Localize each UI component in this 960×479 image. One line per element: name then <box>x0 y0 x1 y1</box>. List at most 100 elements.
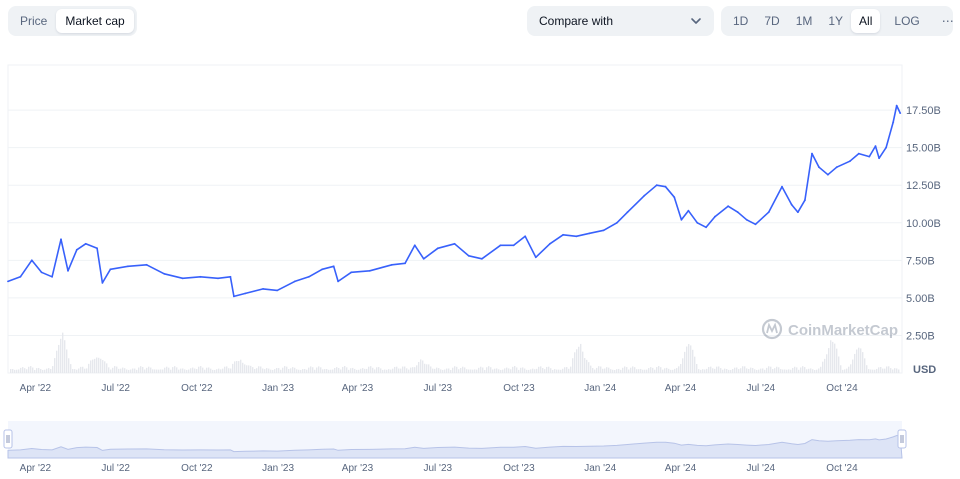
navigator-x-tick-label: Apr '22 <box>20 463 52 474</box>
volume-bar <box>424 363 426 373</box>
data-point <box>588 232 591 235</box>
volume-bar <box>36 368 38 373</box>
volume-bar <box>416 365 418 373</box>
data-point <box>899 112 902 114</box>
volume-bar <box>32 367 34 373</box>
volume-bar <box>232 363 234 373</box>
data-point <box>481 257 483 260</box>
volume-bar <box>686 346 688 373</box>
volume-bar <box>314 369 316 373</box>
volume-bar <box>170 369 172 373</box>
volume-bar <box>666 367 668 373</box>
log-scale-button[interactable]: LOG <box>894 14 920 28</box>
volume-bar <box>514 366 516 373</box>
navigator-right-handle[interactable] <box>897 429 907 449</box>
volume-bar <box>302 369 304 373</box>
volume-bar <box>696 364 698 373</box>
volume-bar <box>460 368 462 373</box>
volume-bar <box>524 368 526 373</box>
navigator-left-handle[interactable] <box>3 429 13 449</box>
volume-bar <box>432 368 434 373</box>
volume-bar <box>554 369 556 373</box>
volume-bar <box>678 366 680 373</box>
volume-bar <box>690 345 692 373</box>
volume-bar <box>800 367 802 373</box>
volume-bar <box>102 360 104 373</box>
volume-bar <box>248 365 250 373</box>
market-cap-tab[interactable]: Market cap <box>56 9 134 33</box>
data-point <box>60 238 62 241</box>
volume-bar <box>246 365 248 373</box>
volume-bar <box>784 369 786 373</box>
volume-bar <box>484 369 486 373</box>
volume-bar <box>848 366 850 373</box>
data-point <box>467 254 470 257</box>
navigator-x-tick-label: Oct '22 <box>181 463 213 474</box>
data-point <box>705 226 707 229</box>
volume-bar <box>58 344 60 373</box>
volume-bar <box>126 369 128 373</box>
volume-bar <box>828 348 830 373</box>
volume-bar <box>78 368 80 373</box>
volume-bar <box>222 368 224 373</box>
volume-bar <box>284 366 286 373</box>
range-all-button[interactable]: All <box>851 9 881 33</box>
data-point <box>7 280 9 283</box>
volume-bar <box>352 367 354 373</box>
x-tick-label: Oct '24 <box>826 383 858 394</box>
volume-bar <box>418 361 420 373</box>
volume-bar <box>264 369 266 373</box>
more-dots-icon[interactable]: ⋯ <box>941 14 954 28</box>
volume-bar <box>510 369 512 373</box>
volume-bar <box>480 366 482 373</box>
volume-bar <box>492 369 494 373</box>
volume-bar <box>316 367 318 373</box>
volume-bar <box>120 368 122 373</box>
volume-bar <box>410 367 412 373</box>
volume-bar <box>86 368 88 373</box>
data-point <box>687 209 690 212</box>
data-point <box>422 257 425 260</box>
range-7d-button[interactable]: 7D <box>764 14 780 28</box>
price-tab[interactable]: Price <box>20 14 48 28</box>
volume-bar <box>732 369 734 373</box>
volume-bar <box>50 369 52 373</box>
compare-with-dropdown[interactable]: Compare with <box>527 6 714 36</box>
range-1y-button[interactable]: 1Y <box>828 14 844 28</box>
volume-bar <box>642 369 644 373</box>
volume-bar <box>240 359 242 373</box>
volume-bar <box>204 369 206 373</box>
data-point <box>163 272 166 275</box>
volume-bar <box>892 369 894 373</box>
range-1m-button[interactable]: 1M <box>795 14 813 28</box>
volume-bar <box>692 349 694 373</box>
volume-bar <box>70 364 72 373</box>
volume-bar <box>194 368 196 373</box>
data-point <box>767 211 770 214</box>
volume-bar <box>546 366 548 373</box>
range-1d-button[interactable]: 1D <box>733 14 749 28</box>
volume-bar <box>190 368 192 373</box>
data-point <box>436 247 439 250</box>
volume-bar <box>898 369 900 373</box>
volume-bar <box>364 368 366 373</box>
volume-bar <box>150 367 152 373</box>
volume-bar <box>586 359 588 373</box>
volume-bar <box>836 348 838 373</box>
range-navigator[interactable] <box>3 421 907 459</box>
volume-bar <box>332 369 334 373</box>
volume-bar <box>122 367 124 373</box>
volume-bar <box>322 369 324 373</box>
volume-bar <box>296 369 298 373</box>
volume-bar <box>482 367 484 373</box>
data-point <box>229 275 232 278</box>
volume-bar <box>872 369 874 373</box>
volume-bars <box>10 332 900 373</box>
volume-bar <box>22 367 24 373</box>
volume-bar <box>38 367 40 373</box>
navigator-x-tick-label: Jan '24 <box>584 463 616 474</box>
volume-bar <box>758 369 760 373</box>
volume-bar <box>562 368 564 373</box>
data-point <box>664 185 667 188</box>
